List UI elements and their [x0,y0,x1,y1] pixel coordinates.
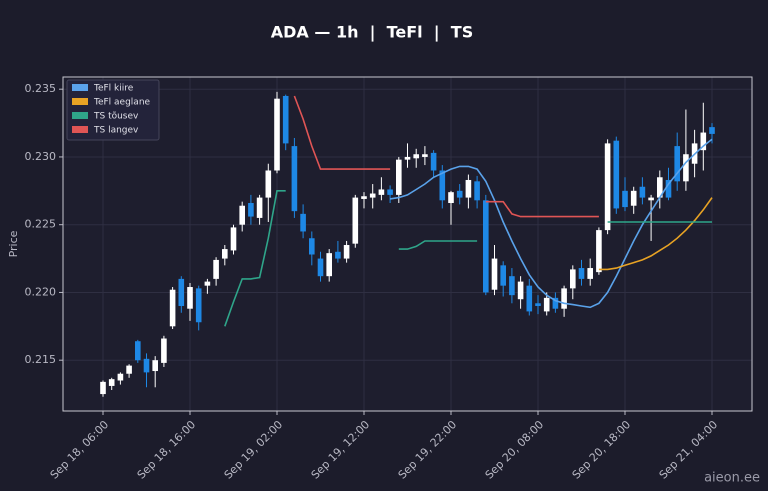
candle-body [387,189,393,195]
candle-body [448,192,454,204]
plot-area [63,77,752,411]
candle-body [422,154,428,157]
candle-body [648,197,654,201]
candle-body [439,170,446,201]
candle-body [343,245,350,259]
candle-body [187,287,193,309]
candle-body [126,365,132,374]
candle-body [300,213,306,232]
candle-body [613,140,620,209]
candle-body [326,253,332,277]
candle-body [430,152,437,171]
candle-body [509,276,515,296]
overlay-line [224,190,712,327]
candle-body [683,154,689,182]
overlay-line [389,138,713,309]
candle-body [517,281,524,300]
candle-body [639,186,646,198]
candle-body [352,197,359,244]
watermark: aieon.ee [704,471,760,486]
legend-swatch [72,98,88,105]
legend-box [66,79,160,141]
candle-body [665,179,672,198]
candle-body [526,285,533,312]
candle-body [335,251,341,259]
candle-body [483,200,489,293]
candle-body [108,379,115,386]
candle-body [578,268,585,279]
y-tick-label: 0.225 [25,218,57,231]
candle-body [570,269,576,289]
candle-body [552,297,559,309]
candle-body [604,143,611,231]
candle-body [596,230,602,273]
legend-swatch [72,84,88,91]
candle-body [256,197,263,218]
plot-frame [62,76,753,412]
legend-label: TeFl aeglane [93,98,151,108]
legend-swatch [72,112,88,119]
candle-body [213,259,219,279]
candle-body [248,203,254,217]
candle-body [491,258,498,290]
candle-body [413,154,419,159]
candle-body [169,289,176,327]
y-axis-label: Price [7,230,20,257]
candle-body [274,98,280,171]
chart-title: ADA — 1h | TeFl | TS [271,23,473,43]
candle-body [204,281,211,286]
candle-body [317,258,324,277]
candle-body [361,196,367,199]
candle-body [465,179,472,198]
candle-body [543,297,550,312]
candle-body [500,265,506,286]
candle-body [700,132,707,151]
candle-body [535,303,541,306]
candle-body [657,177,663,198]
candle-body [239,205,245,225]
candle-body [161,338,167,363]
legend-swatch [72,126,88,133]
candle-body [100,381,106,395]
candle-body [291,146,298,212]
candle-body [396,159,402,195]
legend-label: TS langev [93,126,139,136]
candle-body [561,288,567,309]
candle-body [282,95,289,144]
candle-body [630,190,637,206]
candle-body [230,227,237,251]
candle-body [309,238,315,255]
legend-label: TeFl kiire [93,84,134,94]
candle-body [404,156,411,160]
candle-body [117,373,124,381]
candle-body [622,190,628,208]
y-tick-label: 0.235 [25,82,57,95]
y-tick-label: 0.215 [25,353,57,366]
candle-body [143,358,150,373]
candle-body [265,170,272,198]
candle-body [587,268,593,279]
candle-body [456,190,463,198]
candle-body [152,360,158,372]
overlay-line [293,95,599,218]
y-tick-label: 0.220 [25,285,57,298]
y-tick-label: 0.230 [25,150,57,163]
candle-body [135,341,141,361]
candle-body [474,181,480,201]
candle-body [222,249,228,259]
candle-body [178,278,185,306]
legend-label: TS tõusev [93,112,139,122]
candle-body [195,288,202,323]
candle-body [378,189,385,195]
candle-body [674,146,680,182]
candle-body [709,127,715,134]
candle-body [369,193,376,198]
